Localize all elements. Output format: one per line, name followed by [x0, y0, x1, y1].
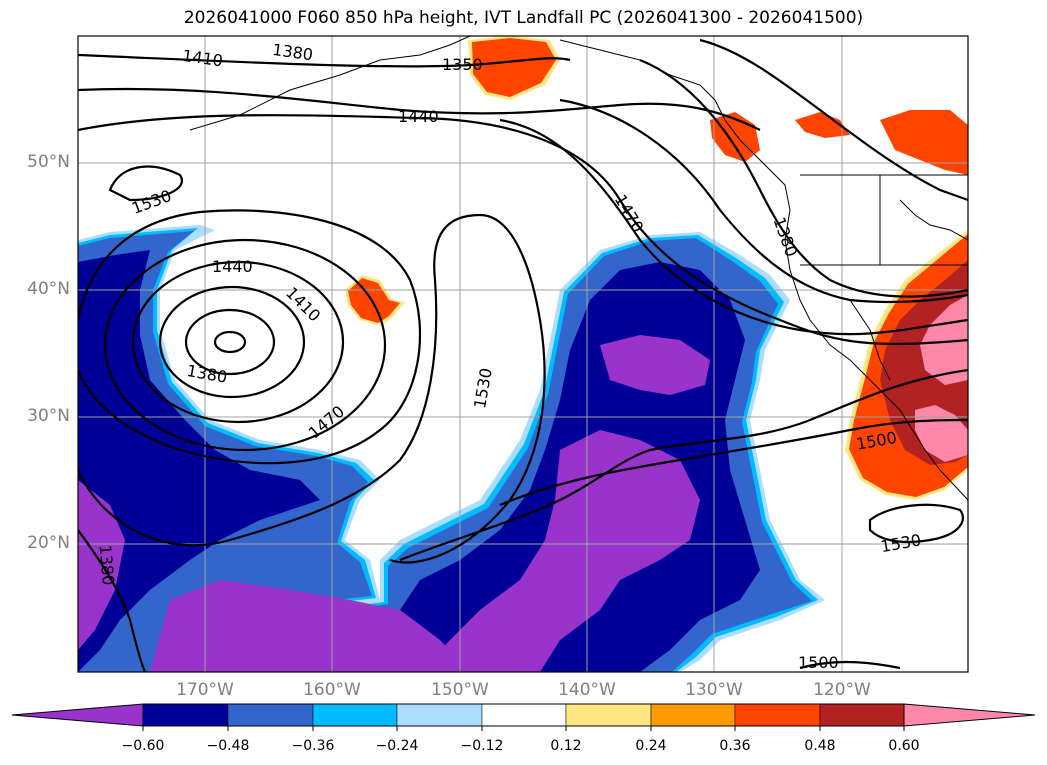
positive-pc-rockies — [880, 110, 968, 175]
colorbar-tick-label: −0.48 — [206, 738, 250, 754]
contour-label: 1350 — [442, 55, 483, 74]
negative-pc-west-navy — [78, 250, 320, 672]
colorbar-extend-high — [903, 703, 1036, 727]
colorbar-tick-label: 0.48 — [804, 738, 836, 754]
lon-label-160w: 160°W — [303, 680, 361, 700]
colorbar-bin — [227, 703, 314, 727]
colorbar-bin — [819, 703, 905, 727]
positive-pc-sw-us-pink — [920, 295, 968, 385]
colorbar-bin — [142, 703, 229, 727]
colorbar-tick-label: 0.12 — [550, 738, 582, 754]
contour-label: 1500 — [798, 653, 839, 672]
lon-label-140w: 140°W — [558, 680, 616, 700]
colorbar-tick-label: −0.36 — [291, 738, 335, 754]
colorbar-bin — [734, 703, 821, 727]
colorbar-bin — [481, 703, 567, 727]
lat-label-40n: 40°N — [27, 279, 70, 299]
colorbar-tick-label: 0.24 — [635, 738, 667, 754]
lat-label-30n: 30°N — [27, 406, 70, 426]
negative-pc-central-purple2 — [420, 430, 700, 672]
colorbar-extend-low — [11, 703, 144, 727]
colorbar-bin — [565, 703, 652, 727]
colorbar-tick-label: 0.60 — [888, 738, 920, 754]
coastlines — [189, 36, 968, 501]
lon-label-170w: 170°W — [176, 680, 234, 700]
contour-label: 1440 — [212, 257, 253, 276]
colorbar-bin — [396, 703, 483, 727]
ivt-field — [78, 36, 968, 672]
positive-pc-gulf-alaska-red — [472, 38, 556, 97]
lon-label-120w: 120°W — [813, 680, 871, 700]
contour-label: 1380 — [96, 544, 118, 586]
colorbar-tick-label: −0.24 — [375, 738, 419, 754]
height-contours — [78, 38, 968, 672]
lat-label-20n: 20°N — [27, 533, 70, 553]
lon-label-150w: 150°W — [431, 680, 489, 700]
colorbar-tick-label: −0.12 — [460, 738, 504, 754]
negative-pc-sw-purple — [150, 580, 470, 672]
positive-pc-midpac-red — [348, 278, 400, 323]
positive-pc-bc — [795, 112, 850, 138]
colorbar-bin — [650, 703, 736, 727]
negative-pc-central-purple — [600, 335, 710, 395]
map-frame — [77, 35, 969, 673]
lat-label-50n: 50°N — [27, 152, 70, 172]
colorbar-tick-label: −0.60 — [121, 738, 165, 754]
map-title: 2026041000 F060 850 hPa height, IVT Land… — [183, 8, 864, 28]
colorbar-bin — [312, 703, 398, 727]
colorbar — [11, 703, 1036, 731]
contour-label: 1440 — [398, 107, 439, 126]
lon-label-130w: 130°W — [685, 680, 743, 700]
colorbar-tick-label: 0.36 — [719, 738, 751, 754]
